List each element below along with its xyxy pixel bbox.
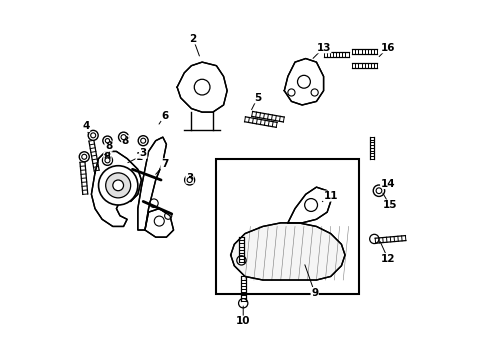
Circle shape — [103, 136, 112, 145]
Text: 13: 13 — [317, 43, 331, 53]
Polygon shape — [288, 187, 331, 223]
Text: 1: 1 — [136, 152, 143, 162]
Circle shape — [288, 89, 295, 96]
Circle shape — [113, 180, 123, 191]
Circle shape — [88, 130, 98, 140]
Circle shape — [305, 199, 318, 211]
Text: 6: 6 — [161, 111, 168, 121]
Text: 15: 15 — [382, 200, 397, 210]
Circle shape — [239, 298, 248, 308]
Circle shape — [138, 136, 148, 146]
Polygon shape — [92, 152, 142, 226]
Circle shape — [102, 156, 113, 165]
Circle shape — [369, 234, 379, 244]
Circle shape — [187, 177, 192, 183]
Circle shape — [311, 89, 318, 96]
Circle shape — [91, 133, 96, 138]
Circle shape — [185, 175, 195, 185]
Circle shape — [79, 152, 89, 162]
Text: 2: 2 — [190, 34, 197, 44]
Text: 11: 11 — [323, 191, 338, 201]
Text: 14: 14 — [381, 179, 395, 189]
Circle shape — [237, 256, 246, 265]
Circle shape — [105, 158, 110, 163]
Circle shape — [194, 79, 210, 95]
Text: 3: 3 — [140, 148, 147, 158]
Circle shape — [105, 139, 110, 143]
Text: 12: 12 — [381, 253, 395, 264]
Circle shape — [165, 212, 172, 219]
Polygon shape — [284, 59, 323, 105]
Text: 3: 3 — [186, 173, 193, 183]
Circle shape — [82, 154, 87, 159]
Circle shape — [121, 135, 126, 140]
Text: 8: 8 — [104, 152, 111, 162]
Polygon shape — [231, 223, 345, 280]
Circle shape — [119, 132, 128, 142]
Text: 4: 4 — [82, 121, 90, 131]
Text: 7: 7 — [161, 159, 168, 169]
Circle shape — [149, 199, 158, 207]
Circle shape — [98, 166, 138, 205]
Polygon shape — [177, 62, 227, 112]
Polygon shape — [145, 208, 173, 237]
Text: 8: 8 — [105, 141, 112, 151]
Circle shape — [154, 216, 164, 226]
Bar — [217, 158, 359, 294]
Text: 16: 16 — [381, 43, 395, 53]
Circle shape — [376, 188, 382, 194]
Circle shape — [106, 173, 131, 198]
Text: 9: 9 — [311, 288, 318, 297]
Circle shape — [141, 138, 146, 143]
Polygon shape — [138, 137, 167, 230]
Circle shape — [297, 75, 310, 88]
Text: 5: 5 — [254, 93, 261, 103]
Text: 10: 10 — [236, 316, 250, 326]
Circle shape — [373, 185, 385, 197]
Text: 8: 8 — [122, 136, 129, 146]
